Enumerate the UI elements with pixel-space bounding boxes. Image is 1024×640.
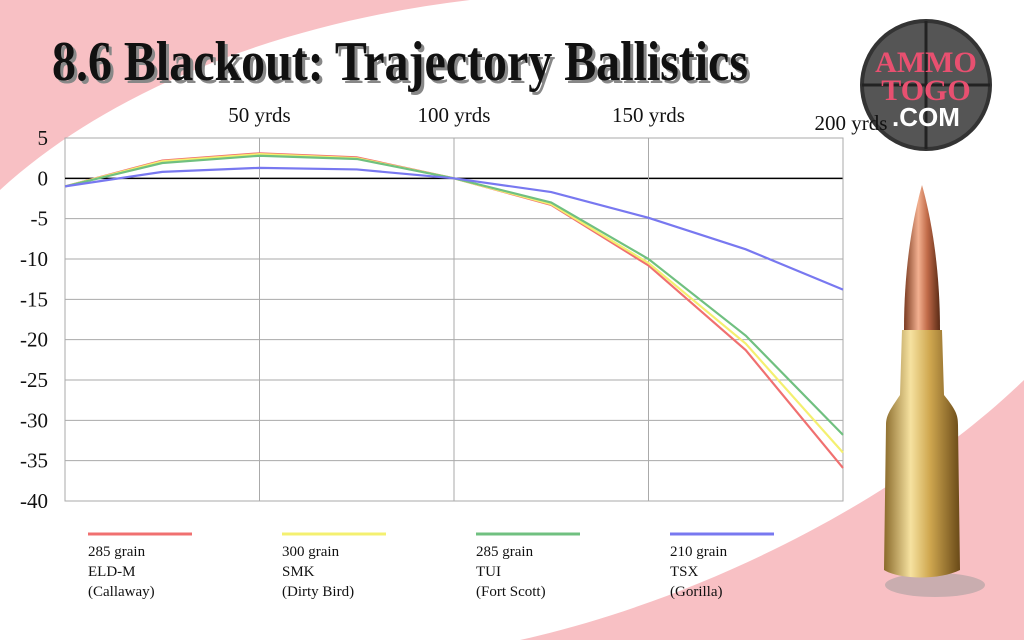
logo: AMMO TOGO .COM: [860, 19, 992, 151]
legend-label: 300 grain SMK (Dirty Bird): [282, 544, 354, 600]
y-tick-label: 0: [38, 166, 49, 190]
y-tick-label: -25: [20, 368, 48, 392]
y-tick-label: -30: [20, 408, 48, 432]
legend-label: 285 grain ELD-M (Callaway): [88, 544, 155, 600]
legend-label: 285 grain TUI (Fort Scott): [476, 544, 546, 600]
y-tick-label: -10: [20, 247, 48, 271]
logo-text: .COM: [892, 102, 960, 132]
chart-title: 8.6 Blackout: Trajectory Ballistics: [52, 31, 748, 93]
background-shape: [0, 0, 470, 190]
y-tick-label: -20: [20, 328, 48, 352]
title-shadow: 8.6 Blackout: Trajectory Ballistics: [55, 34, 751, 96]
x-tick-label: 100 yrds: [418, 103, 491, 127]
logo-text: TOGO: [881, 74, 970, 107]
y-tick-label: -5: [31, 207, 49, 231]
y-tick-label: 5: [38, 126, 49, 150]
x-tick-label: 150 yrds: [612, 103, 685, 127]
bullet: [884, 185, 985, 597]
y-tick-label: -40: [20, 489, 48, 513]
y-tick-label: -15: [20, 287, 48, 311]
legend-label: 210 grain TSX (Gorilla): [670, 544, 728, 600]
series-line: [64, 166, 844, 291]
y-tick-label: -35: [20, 449, 48, 473]
x-tick-label: 50 yrds: [228, 103, 290, 127]
logo-text: AMMO: [875, 46, 977, 79]
x-tick-label: 200 yrds: [815, 111, 888, 135]
